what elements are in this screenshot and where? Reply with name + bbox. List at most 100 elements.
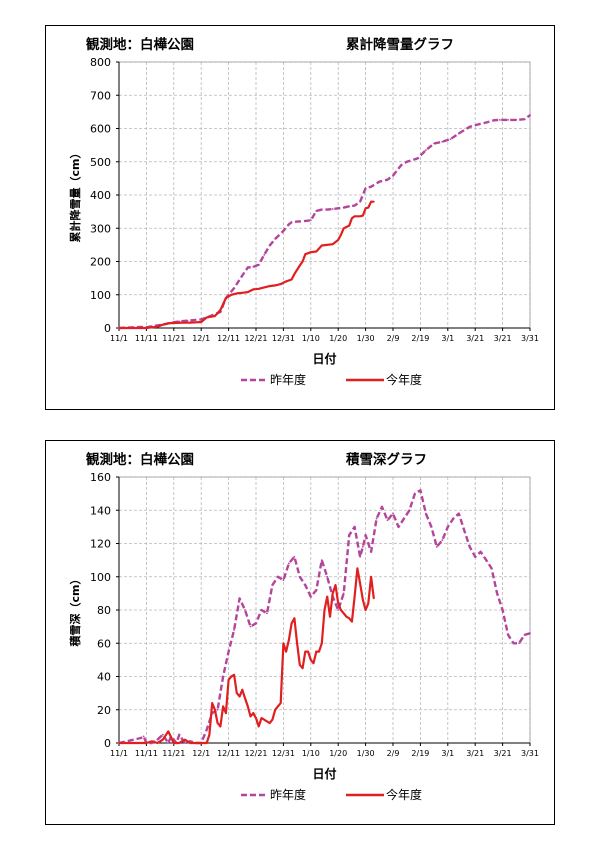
data-point [252,712,255,714]
data-point [255,622,257,625]
data-point [392,512,394,515]
data-point [183,742,186,744]
x-tick-label: 3/21 [494,749,512,758]
data-point [320,559,323,562]
data-point [194,742,197,744]
station-label: 観測地：白樺公園 [86,451,194,468]
data-point [181,321,183,324]
y-tick-label: 20 [97,704,111,717]
data-point [386,519,389,522]
data-point [246,291,249,293]
series-1 [118,200,375,330]
data-point [186,319,189,322]
cumulative-snowfall-chart: 観測地：白樺公園 累計降雪量グラフ 0 100 200 300 400 500 600 700 80… [68,36,539,387]
data-point [518,642,520,645]
data-point [304,220,307,222]
data-point [348,534,351,537]
data-point [161,323,164,326]
data-point [233,629,235,631]
data-point [257,287,260,290]
data-point [337,609,340,611]
last-year-line [118,489,531,745]
data-point [296,642,298,645]
data-point [523,118,526,121]
data-point [364,187,367,190]
x-tick-label: 12/1 [192,334,210,343]
data-point [200,321,203,323]
y-tick-label: 140 [90,504,111,517]
data-point [290,221,293,224]
data-point [529,632,531,635]
data-point [189,321,192,324]
data-point [287,562,290,565]
x-tick-label: 2/19 [411,334,429,343]
x-tick-label: 12/11 [217,334,240,343]
data-point [348,617,351,620]
series-0 [118,114,531,330]
x-tick-label: 1/30 [357,334,375,343]
data-point [279,283,282,286]
x-tick-label: 12/1 [192,749,210,758]
data-point [287,223,290,226]
data-point [282,579,285,581]
y-tick-label: 300 [90,222,111,235]
data-point [257,725,260,728]
data-point [331,243,334,246]
data-point [356,567,359,570]
data-point [348,224,351,227]
x-axis-label: 日付 [312,766,336,781]
data-point [282,642,285,645]
data-point [345,615,348,618]
data-point [263,286,266,289]
data-point [235,692,238,695]
x-tick-label: 3/1 [441,334,454,343]
data-point [167,742,170,744]
data-point [515,118,518,121]
data-point [361,545,364,548]
data-point [392,174,394,177]
data-point [304,584,307,586]
data-point [468,125,471,128]
data-point [367,602,370,605]
data-point [301,667,304,670]
data-point [241,274,244,277]
data-point [222,705,225,708]
y-tick-label: 40 [97,671,111,684]
x-tick-label: 11/21 [162,749,185,758]
data-point [178,733,181,736]
data-point [208,733,211,736]
data-point [200,318,203,321]
x-tick-label: 11/1 [110,749,128,758]
data-point [246,705,249,708]
data-point [342,227,345,230]
y-tick-label: 700 [90,89,111,102]
data-point [452,517,455,520]
data-point [433,142,435,145]
data-point [312,662,315,665]
x-tick-label: 2/19 [411,749,429,758]
data-point [227,650,230,653]
data-point [361,214,364,217]
data-point [353,525,356,528]
data-point [479,550,482,553]
x-tick-label: 11/21 [162,334,185,343]
data-point [156,738,159,741]
data-point [238,695,241,698]
data-point [224,297,227,299]
data-point [315,210,318,212]
data-point [189,742,192,744]
data-point [290,278,293,281]
data-point [529,114,531,117]
data-point [501,609,504,611]
data-point [241,688,244,691]
x-tick-label: 1/10 [302,334,320,343]
data-point [145,327,148,329]
data-point [323,609,326,611]
data-point [320,208,323,211]
data-point [285,650,288,653]
data-point [485,121,488,124]
x-tick-label: 12/21 [244,334,267,343]
data-point [326,243,329,246]
y-tick-label: 500 [90,156,111,169]
x-tick-label: 2/9 [387,749,400,758]
